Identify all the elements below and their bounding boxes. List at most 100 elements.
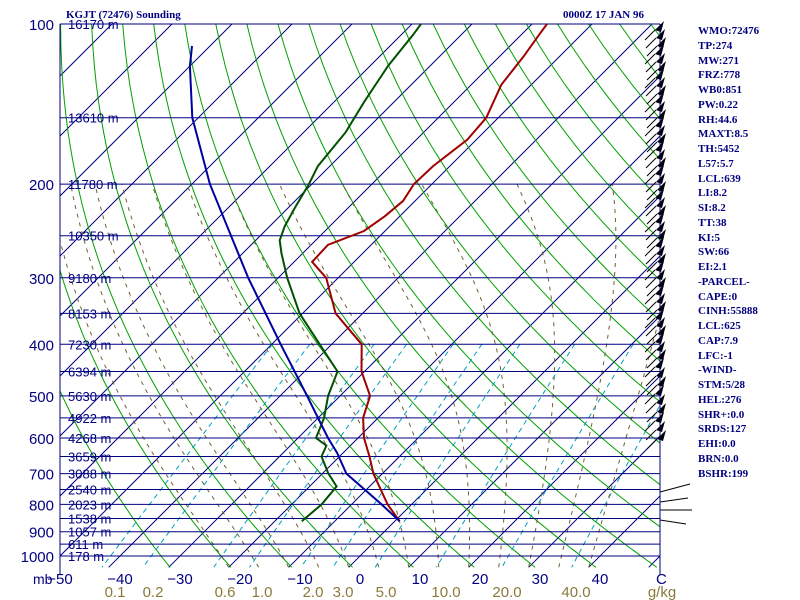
moist-adiabat-line bbox=[60, 238, 230, 568]
temperature-tick-label: 40 bbox=[592, 571, 609, 588]
dry-adiabat-line bbox=[370, 24, 660, 403]
height-label: 7230 m bbox=[68, 337, 111, 352]
dry-adiabat-line bbox=[215, 24, 597, 568]
height-label: 4922 m bbox=[68, 411, 111, 426]
isotherm-line bbox=[348, 255, 660, 568]
pressure-tick-label: 400 bbox=[29, 337, 54, 354]
isotherm-line bbox=[60, 24, 353, 317]
wind-barb bbox=[644, 366, 656, 378]
mixing-ratio-label: 3.0 bbox=[333, 584, 354, 600]
height-label: 16170 m bbox=[68, 17, 119, 32]
wind-barb bbox=[644, 197, 656, 209]
wind-barb bbox=[646, 69, 658, 81]
index-item: SHR+:0.0 bbox=[698, 408, 745, 421]
wind-flag bbox=[657, 349, 666, 360]
isotherm-line bbox=[60, 24, 293, 257]
wind-barb bbox=[644, 149, 656, 161]
height-label: 3659 m bbox=[68, 450, 111, 465]
index-item: FRZ:778 bbox=[698, 69, 741, 82]
temperature-tick-label: 0 bbox=[356, 571, 364, 588]
mixing-ratio-line bbox=[101, 343, 273, 568]
pressure-tick-label: 100 bbox=[29, 17, 54, 34]
wind-barb bbox=[646, 411, 658, 423]
wind-barb bbox=[645, 429, 657, 441]
dry-adiabat-line bbox=[463, 24, 660, 281]
moist-adiabat-line bbox=[121, 183, 320, 568]
wind-barb bbox=[646, 285, 658, 297]
dry-adiabat-line bbox=[339, 24, 660, 444]
wind-barb bbox=[645, 402, 657, 414]
wind-barb bbox=[644, 125, 656, 137]
temperature-tick-label: 10 bbox=[412, 571, 429, 588]
pressure-tick-label: 1000 bbox=[21, 549, 54, 566]
mixing-ratio-label: 0.6 bbox=[215, 584, 236, 600]
wind-barb bbox=[644, 269, 656, 281]
wind-barb bbox=[646, 357, 658, 369]
wind-barb bbox=[644, 29, 656, 41]
height-label: 10350 m bbox=[68, 229, 119, 244]
index-item: WB0:851 bbox=[698, 84, 742, 96]
index-item: SW:66 bbox=[698, 246, 730, 259]
temperature-tick-label: −30 bbox=[167, 571, 192, 588]
parcel-profile bbox=[188, 45, 401, 522]
pressure-tick-label: 900 bbox=[29, 525, 54, 542]
wind-barb bbox=[646, 237, 658, 249]
isotherm-line bbox=[228, 135, 660, 568]
wind-barb bbox=[646, 261, 658, 273]
dry-adiabat-line bbox=[122, 24, 414, 568]
wind-barb bbox=[644, 77, 656, 89]
index-item: BRN:0.0 bbox=[698, 452, 739, 465]
mixing-ratio-line bbox=[300, 344, 454, 568]
dry-adiabat-line bbox=[153, 24, 475, 568]
station-title: KGJT (72476) Sounding bbox=[66, 9, 181, 21]
index-item: LI:8.2 bbox=[698, 187, 728, 200]
isotherm-line bbox=[60, 24, 413, 377]
index-item: EI:2.1 bbox=[698, 261, 728, 273]
height-label: 611 m bbox=[68, 537, 103, 552]
wind-barb bbox=[644, 341, 656, 353]
dry-adiabat-line bbox=[184, 24, 536, 568]
height-label: 9180 m bbox=[68, 271, 111, 286]
mixing-ratio-line bbox=[571, 404, 660, 568]
temperature-unit-label: C bbox=[656, 571, 667, 588]
height-label: 13610 m bbox=[68, 111, 119, 126]
isotherm-line bbox=[60, 24, 533, 497]
height-label: 1057 m bbox=[68, 525, 111, 540]
index-item: SRDS:127 bbox=[698, 423, 747, 436]
dry-adiabat-line bbox=[308, 24, 660, 486]
index-item: -PARCEL- bbox=[698, 275, 750, 288]
isobar-lines bbox=[60, 23, 660, 557]
wind-flag bbox=[657, 403, 666, 414]
sounding-profiles bbox=[188, 24, 548, 522]
dry-adiabat-line bbox=[432, 24, 660, 322]
wind-barb bbox=[645, 109, 657, 121]
wind-barb bbox=[645, 61, 657, 73]
index-item: -WIND- bbox=[698, 364, 737, 377]
mixing-ratio-line bbox=[374, 344, 521, 568]
index-item: LCL:639 bbox=[698, 172, 741, 185]
index-item: L57:5.7 bbox=[698, 157, 734, 170]
wind-barb bbox=[645, 375, 657, 387]
pressure-tick-label: 700 bbox=[29, 467, 54, 484]
sounding-time: 0000Z 17 JAN 96 bbox=[563, 9, 644, 21]
wind-barb bbox=[645, 37, 657, 49]
temperature-tick-label: −40 bbox=[107, 571, 132, 588]
height-label: 1538 m bbox=[68, 512, 111, 527]
index-item: KI:5 bbox=[698, 231, 720, 244]
mixing-ratio-line bbox=[435, 344, 576, 568]
isotherm-line bbox=[468, 375, 660, 568]
isotherm-line bbox=[0, 24, 52, 567]
height-label: 8153 m bbox=[68, 306, 111, 321]
wind-barb bbox=[645, 229, 657, 241]
background-lines bbox=[0, 24, 660, 568]
dewpoint-profile bbox=[278, 24, 422, 522]
index-item: CAPE:0 bbox=[698, 290, 738, 303]
index-item: RH:44.6 bbox=[698, 113, 738, 126]
wind-barb bbox=[646, 309, 658, 321]
index-item: TH:5452 bbox=[698, 143, 740, 155]
height-label: 3088 m bbox=[68, 467, 111, 482]
pressure-unit-label: mb bbox=[33, 571, 53, 587]
wind-flag bbox=[657, 376, 666, 387]
mixing-ratio-line bbox=[213, 344, 375, 568]
